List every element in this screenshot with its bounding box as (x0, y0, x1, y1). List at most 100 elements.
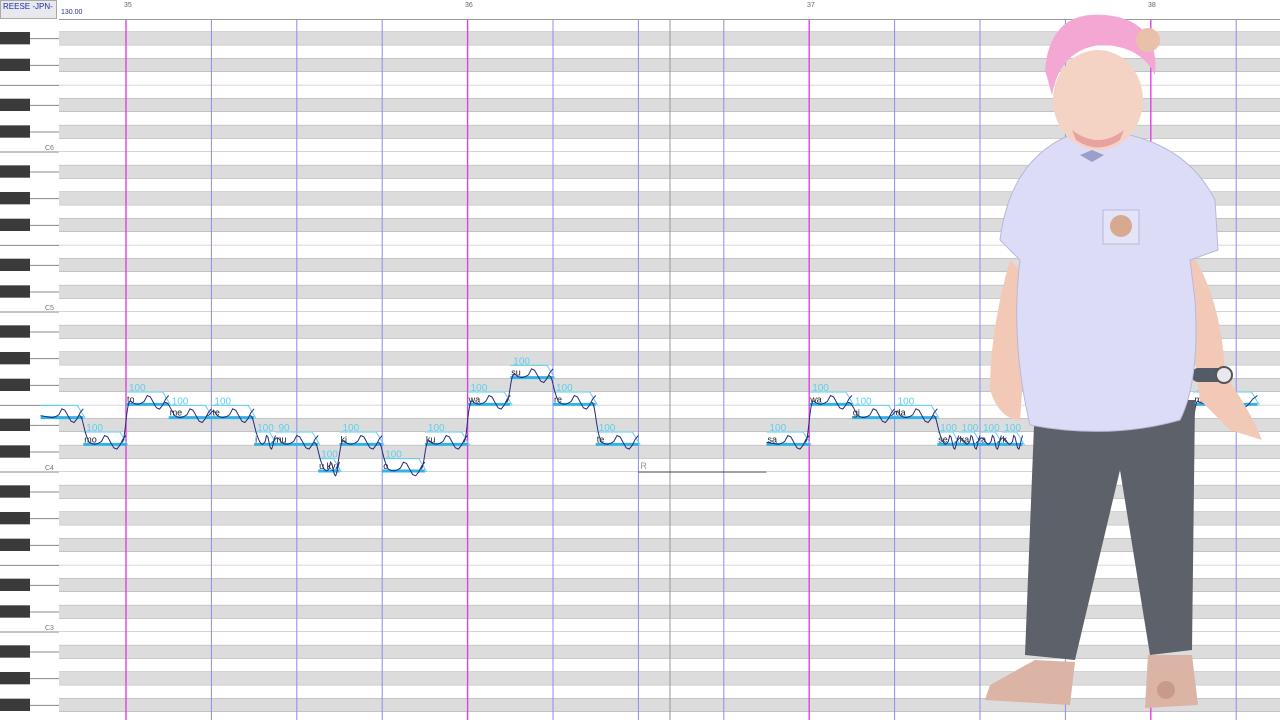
note-intensity: 100 (129, 383, 146, 394)
note-lyric: te (212, 408, 220, 418)
note-lyric: o (383, 461, 388, 471)
measure-label: 35 (124, 2, 132, 9)
note-intensity: 100 (940, 423, 957, 434)
note-lyric: sa (768, 434, 778, 444)
black-key[interactable] (0, 325, 30, 338)
note-envelope (510, 364, 556, 379)
note-lyric: ka (960, 434, 970, 444)
black-key[interactable] (0, 645, 30, 658)
pitch-curves[interactable] (40, 368, 1258, 477)
black-key[interactable] (0, 58, 30, 72)
tempo-value[interactable]: 130.00 (61, 9, 83, 16)
black-key[interactable] (0, 285, 30, 298)
note-intensity: 100 (1197, 383, 1214, 394)
black-key[interactable] (0, 698, 30, 711)
singer-name[interactable]: REESE -JPN- (0, 0, 57, 19)
note-intensity: 100 (1004, 423, 1021, 434)
note-envelope (275, 431, 321, 446)
note-envelope (937, 431, 962, 446)
black-key[interactable] (0, 578, 30, 591)
note-intensity: 100 (343, 423, 360, 434)
black-key[interactable] (0, 352, 30, 365)
timeline-ruler[interactable]: 130.00 35 36 37 38 (59, 0, 1280, 20)
note-intensity: 100 (321, 450, 338, 461)
pitch-curve[interactable] (40, 368, 1258, 477)
black-key[interactable] (0, 671, 30, 685)
note-lyric: mo (84, 434, 97, 444)
note-envelope (851, 404, 898, 419)
measure-label: 38 (1148, 2, 1156, 9)
black-key[interactable] (0, 192, 30, 205)
octave-label: C3 (45, 625, 54, 632)
note-envelope (40, 404, 86, 419)
black-key[interactable] (0, 485, 30, 498)
note-lyric: da (896, 408, 906, 418)
pitch-rows (59, 20, 1280, 720)
black-key[interactable] (0, 32, 30, 45)
octave-label: C5 (45, 305, 54, 312)
note-envelope (126, 391, 172, 406)
note-lyric: i (255, 434, 257, 444)
black-key[interactable] (0, 165, 30, 178)
note[interactable] (40, 404, 86, 420)
note-envelope (1001, 431, 1026, 446)
note-envelope (595, 431, 641, 446)
note-intensity: 100 (428, 423, 445, 434)
black-key[interactable] (0, 378, 30, 392)
rest-note[interactable]: R (638, 461, 767, 473)
note-intensity: 100 (962, 423, 979, 434)
note-lyric: nu (276, 434, 286, 444)
note-intensity: 100 (385, 450, 402, 461)
black-key[interactable] (0, 218, 30, 232)
note-intensity: 100 (471, 383, 488, 394)
note-envelope (424, 431, 471, 446)
black-key[interactable] (0, 125, 30, 138)
note-envelope (980, 431, 1004, 446)
note-envelope (382, 458, 428, 473)
note-envelope (168, 404, 214, 419)
octave-label: C6 (45, 145, 54, 152)
black-key[interactable] (0, 538, 30, 551)
black-key[interactable] (0, 98, 30, 112)
note-intensity: 100 (257, 423, 274, 434)
note-envelope (467, 391, 513, 406)
black-key[interactable] (0, 511, 30, 525)
note-envelope (809, 391, 855, 406)
octave-label: C4 (45, 465, 54, 472)
note-envelope (766, 431, 812, 446)
black-key[interactable] (0, 445, 30, 458)
note-intensity: 100 (898, 396, 915, 407)
black-key[interactable] (0, 605, 30, 618)
rest-label: R (640, 461, 647, 471)
note-intensity: 100 (513, 356, 530, 367)
black-key[interactable] (0, 258, 30, 272)
piano-keyboard[interactable]: C6 C5 C4 C3 (0, 32, 59, 711)
note-envelope (211, 404, 257, 419)
note-lyric: se (938, 434, 948, 444)
note-lyric: to (127, 394, 135, 404)
note-envelope (254, 431, 278, 446)
note-lyric: su (511, 368, 521, 378)
note-intensity: 100 (556, 383, 573, 394)
note-envelope (894, 404, 940, 419)
note-lyric: u ky (319, 461, 336, 471)
black-key[interactable] (0, 418, 30, 432)
